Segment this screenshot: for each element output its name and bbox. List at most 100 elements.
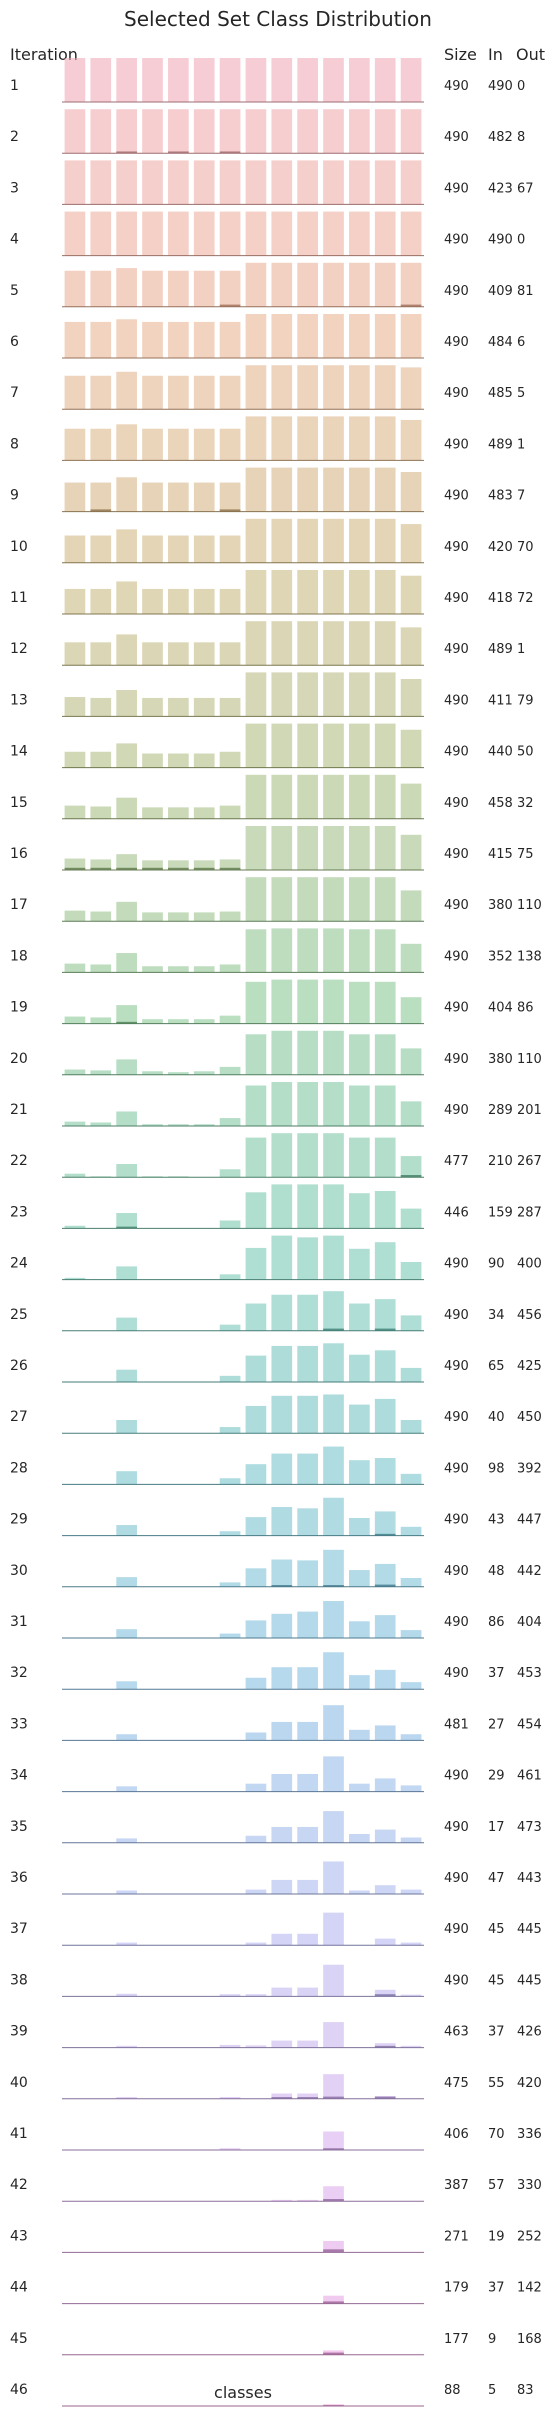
bar — [219, 588, 241, 614]
bar — [245, 570, 267, 614]
iteration-label: 20 — [10, 1051, 28, 1067]
bar — [90, 911, 112, 922]
size-value: 490 — [444, 898, 469, 913]
iteration-label: 26 — [10, 1358, 28, 1374]
bar — [271, 826, 293, 870]
out-value: 5 — [517, 386, 525, 401]
bar — [219, 1582, 241, 1587]
out-value: 79 — [517, 693, 534, 708]
bar — [142, 58, 163, 102]
bar — [271, 518, 293, 563]
bar — [349, 981, 370, 1024]
bar — [142, 375, 163, 410]
iteration-label: 33 — [10, 1716, 28, 1732]
bar — [90, 482, 112, 512]
bar — [323, 1394, 344, 1434]
bar — [271, 314, 293, 358]
out-value: 461 — [517, 1769, 542, 1784]
bar — [323, 1446, 344, 1485]
bar — [323, 2022, 344, 2048]
bar — [297, 467, 318, 512]
bar — [193, 482, 215, 512]
inflow-bar — [323, 1585, 344, 1587]
bar — [219, 1478, 241, 1485]
out-value: 110 — [517, 1052, 542, 1067]
bar — [64, 270, 86, 307]
in-value: 159 — [488, 1205, 513, 1220]
bar — [64, 211, 86, 256]
bar — [219, 1169, 241, 1178]
bar — [323, 1184, 344, 1229]
bar — [400, 575, 422, 614]
iteration-label: 18 — [10, 948, 28, 964]
bar — [168, 211, 189, 256]
out-value: 453 — [517, 1666, 542, 1681]
bar — [297, 928, 318, 973]
iteration-label: 29 — [10, 1512, 28, 1528]
bar — [271, 211, 293, 256]
bar — [297, 1879, 318, 1894]
bar — [374, 774, 396, 819]
bar — [400, 1048, 422, 1075]
size-value: 490 — [444, 591, 469, 606]
inflow-bar — [323, 1328, 344, 1331]
out-value: 0 — [517, 233, 525, 248]
in-value: 380 — [488, 1052, 513, 1067]
size-value: 490 — [444, 1564, 469, 1579]
bar — [245, 160, 267, 205]
size-value: 179 — [444, 2281, 469, 2296]
bar — [90, 588, 112, 614]
iteration-row: 23 446 159 287 — [10, 1184, 542, 1229]
out-value: 426 — [517, 2025, 542, 2040]
out-value: 0 — [517, 79, 525, 94]
bar — [297, 621, 318, 666]
inflow-bar — [323, 2301, 344, 2304]
out-value: 454 — [517, 1717, 542, 1732]
bar — [116, 1681, 137, 1690]
inflow-bar — [116, 1226, 137, 1229]
bar — [168, 1019, 189, 1024]
size-value: 490 — [444, 489, 469, 504]
bar — [168, 58, 189, 102]
iteration-label: 15 — [10, 795, 28, 811]
in-value: 37 — [488, 2025, 505, 2040]
in-value: 86 — [488, 1615, 505, 1630]
bar — [400, 367, 422, 410]
iteration-label: 7 — [10, 385, 19, 401]
iteration-row: 28 490 98 392 — [10, 1446, 542, 1485]
bar — [168, 428, 189, 461]
bar — [374, 58, 396, 102]
bar — [374, 1778, 396, 1792]
bar — [400, 1837, 422, 1843]
bar — [349, 929, 370, 973]
bar — [245, 1677, 267, 1690]
iteration-row: 18 490 352 138 — [10, 928, 542, 973]
bar — [64, 58, 86, 102]
bar — [245, 1568, 267, 1587]
iteration-row: 30 490 48 442 — [10, 1549, 542, 1588]
bar — [168, 321, 189, 358]
iteration-row: 14 490 440 50 — [10, 723, 534, 769]
bar — [219, 321, 241, 358]
iteration-label: 4 — [10, 232, 19, 248]
bar — [271, 416, 293, 461]
bar — [271, 1774, 293, 1792]
inflow-bar — [116, 151, 137, 154]
bar — [245, 1137, 267, 1178]
out-value: 168 — [517, 2332, 542, 2347]
bar — [64, 910, 86, 922]
bar — [193, 211, 215, 256]
bar — [219, 1066, 241, 1075]
inflow-bar — [374, 1584, 396, 1587]
size-value: 271 — [444, 2229, 469, 2244]
iteration-label: 8 — [10, 436, 19, 452]
iteration-row: 44 179 37 142 — [10, 2280, 542, 2305]
bar — [193, 1071, 215, 1075]
iteration-row: 10 490 420 70 — [10, 518, 534, 564]
bar — [90, 642, 112, 666]
iteration-row: 12 490 489 1 — [10, 621, 525, 666]
bar — [219, 1633, 241, 1638]
bar — [323, 467, 344, 512]
bar — [271, 1294, 293, 1331]
bar — [400, 160, 422, 205]
